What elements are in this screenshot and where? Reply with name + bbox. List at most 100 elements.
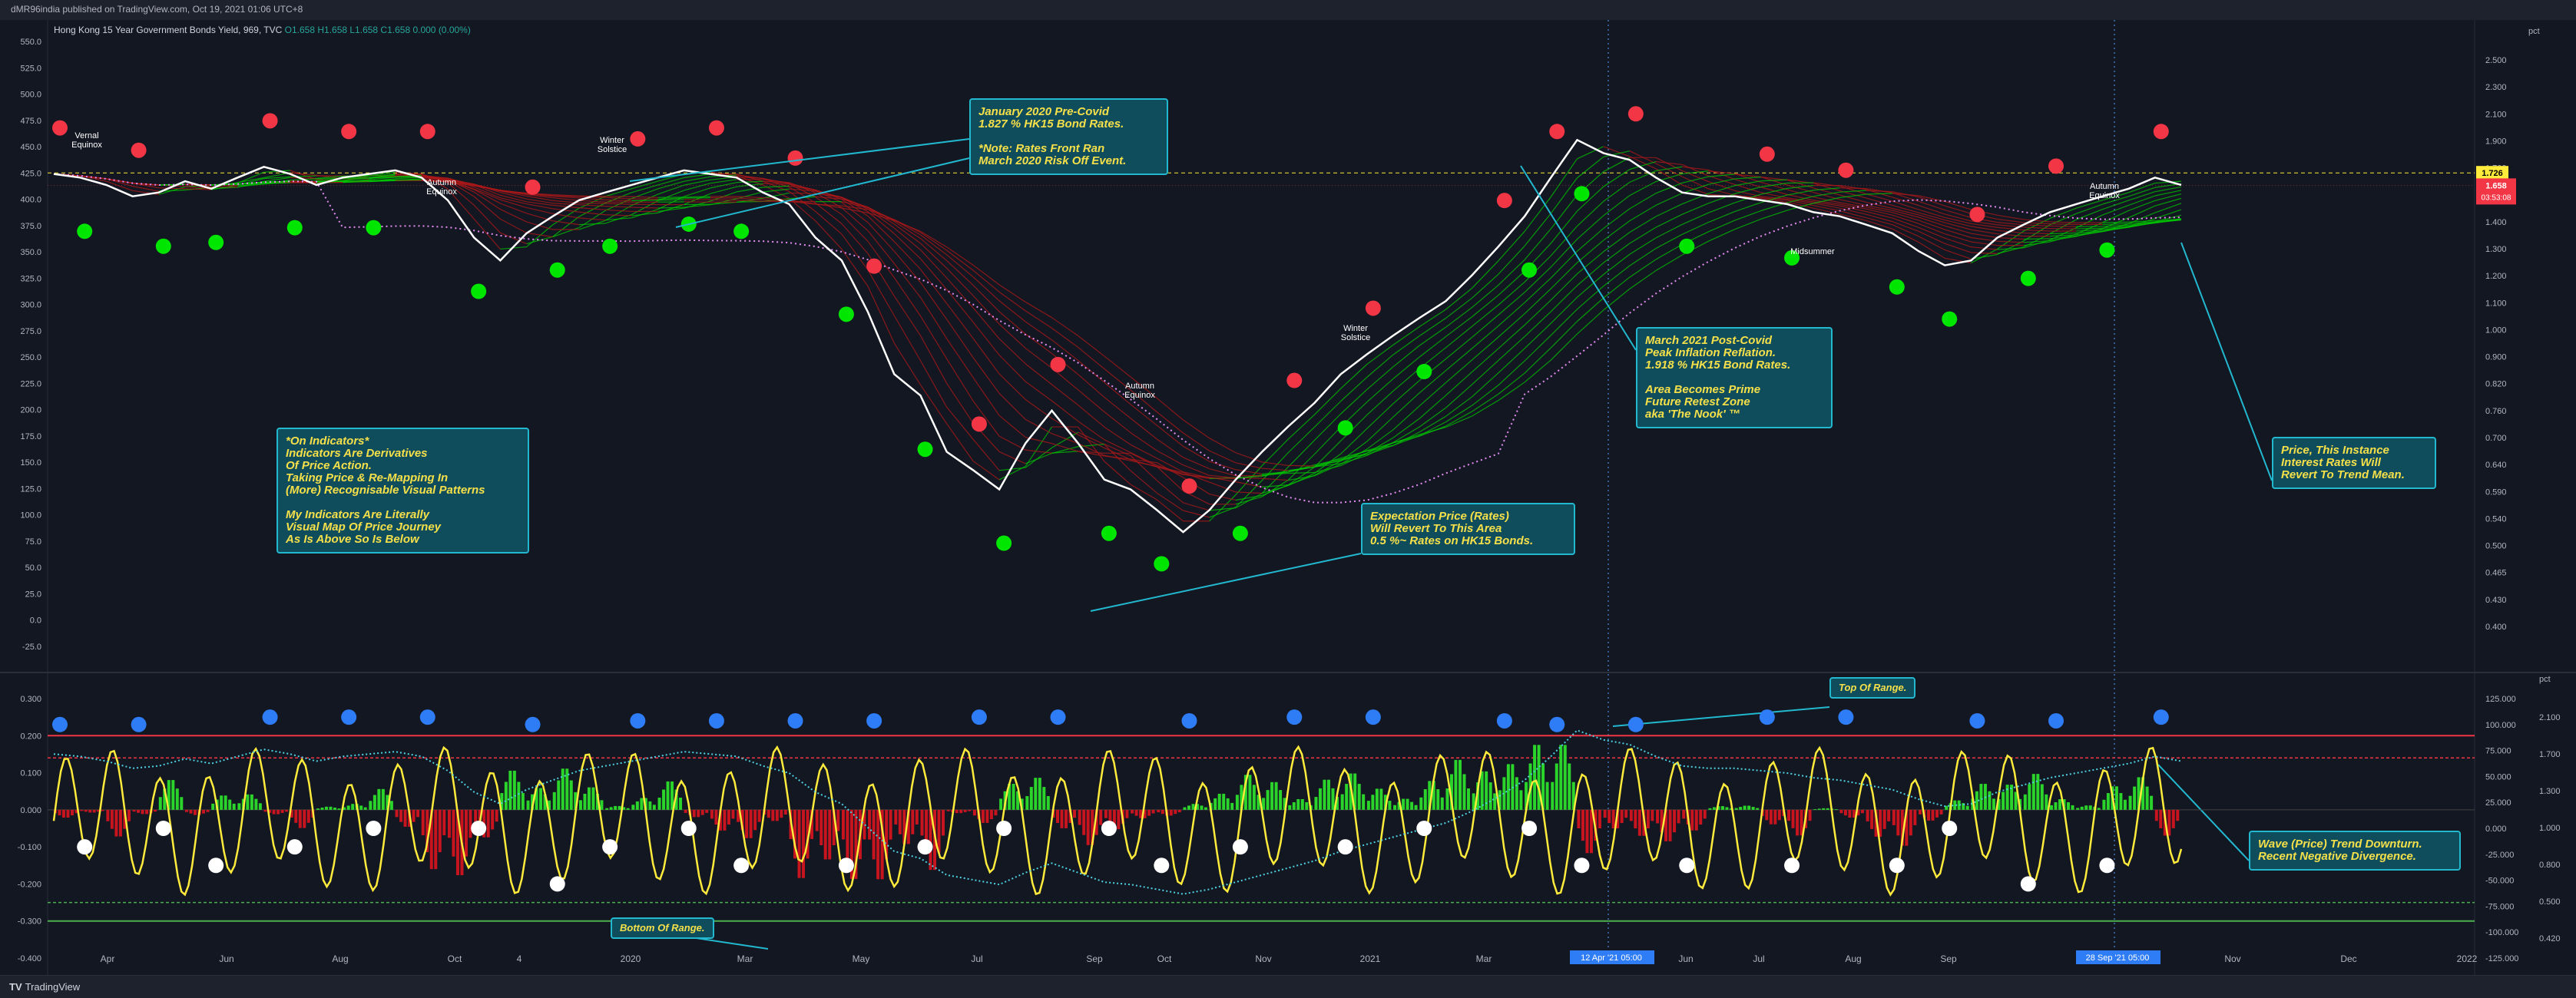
histogram-bar [1253, 785, 1256, 809]
histogram-bar [539, 788, 542, 810]
histogram-bar [697, 810, 700, 817]
x-tick-label: Nov [2224, 953, 2240, 964]
white-signal-dot [1416, 821, 1432, 836]
histogram-bar [1170, 810, 1173, 816]
histogram-bar [84, 810, 88, 812]
white-signal-dot [1889, 858, 1905, 873]
x-crosshair-label: 12 Apr '21 05:00 [1581, 953, 1642, 963]
histogram-bar [154, 810, 157, 811]
right-tick-label: 0.400 [2485, 623, 2507, 632]
annotation-top-range[interactable]: Top Of Range. [1829, 677, 1915, 699]
season-label-midsummer: Midsummer [1790, 247, 1835, 256]
white-signal-dot [2099, 858, 2114, 873]
right-tick-label: 0.540 [2485, 514, 2507, 524]
histogram-bar [959, 810, 962, 813]
green-signal-dot [1101, 526, 1117, 541]
right-tick-label: 1.400 [2485, 218, 2507, 227]
histogram-bar [273, 810, 276, 815]
histogram-bar [1555, 764, 1558, 810]
histogram-bar [894, 810, 897, 825]
annotation-bottom-range[interactable]: Bottom Of Range. [611, 917, 714, 939]
white-signal-dot [550, 876, 565, 891]
histogram-bar [1630, 810, 1633, 821]
season-label-winter1: Winter [600, 136, 624, 145]
blue-signal-dot [263, 709, 278, 725]
blue-signal-dot [2154, 709, 2169, 725]
histogram-bar [627, 808, 630, 810]
osc-right-tick: 100.000 [2485, 721, 2516, 730]
histogram-bar [62, 810, 65, 818]
histogram-bar [259, 803, 262, 810]
green-signal-dot [1574, 186, 1589, 201]
blue-signal-dot [788, 713, 803, 729]
annotation-indicators[interactable]: *On Indicators* Indicators Are Derivativ… [276, 428, 529, 554]
histogram-bar [202, 810, 205, 814]
osc-left-tick: -0.100 [18, 843, 41, 852]
histogram-bar [145, 810, 148, 815]
blue-signal-dot [630, 713, 645, 729]
white-signal-dot [1574, 858, 1589, 873]
annotation-expectation[interactable]: Expectation Price (Rates) Will Revert To… [1361, 503, 1575, 555]
annotation-revert[interactable]: Price, This Instance Interest Rates Will… [2272, 437, 2436, 489]
histogram-bar [973, 810, 976, 815]
histogram-bar [1809, 810, 1812, 821]
histogram-bar [495, 810, 498, 821]
histogram-bar [1656, 810, 1659, 824]
histogram-bar [610, 807, 613, 810]
histogram-bar [246, 795, 249, 810]
histogram-bar [491, 810, 494, 830]
histogram-bar [561, 768, 565, 810]
histogram-bar [710, 810, 714, 819]
right-tick-label: 2.500 [2485, 56, 2507, 65]
histogram-bar [307, 810, 310, 823]
histogram-bar [377, 789, 380, 810]
histogram-bar [1770, 810, 1773, 825]
histogram-bar [631, 805, 634, 810]
left-tick-label: -25.0 [22, 643, 41, 652]
histogram-bar [2006, 785, 2009, 810]
histogram-bar [80, 810, 83, 811]
histogram-bar [369, 801, 372, 810]
blue-signal-dot [1549, 717, 1564, 732]
histogram-bar [2159, 810, 2162, 828]
osc-right-tick: 50.000 [2485, 772, 2511, 782]
white-signal-dot [733, 858, 749, 873]
histogram-bar [667, 782, 670, 810]
histogram-bar [487, 810, 490, 838]
histogram-bar [1568, 764, 1571, 810]
osc-left-tick: 0.100 [20, 769, 41, 778]
annotation-wave[interactable]: Wave (Price) Trend Downturn. Recent Nega… [2249, 831, 2461, 871]
left-tick-label: 150.0 [20, 458, 41, 468]
red-signal-dot [131, 143, 147, 158]
level-badge-text: 1.726 [2482, 169, 2503, 178]
histogram-bar [2076, 808, 2079, 809]
red-signal-dot [1838, 163, 1853, 178]
osc-right-tick: -25.000 [2485, 851, 2514, 860]
histogram-bar [333, 808, 336, 810]
left-tick-label: 500.0 [20, 91, 41, 100]
histogram-bar [67, 810, 70, 818]
histogram-bar [2098, 808, 2101, 809]
histogram-bar [111, 810, 114, 829]
histogram-bar [359, 805, 363, 809]
histogram-bar [1078, 810, 1081, 825]
right-tick-label: 0.590 [2485, 487, 2507, 497]
histogram-bar [233, 804, 236, 810]
histogram-bar [614, 806, 617, 810]
histogram-bar [1624, 810, 1627, 818]
left-tick-label: 550.0 [20, 38, 41, 47]
osc-right-tick2: 0.420 [2539, 934, 2561, 943]
left-tick-label: 375.0 [20, 222, 41, 231]
histogram-bar [1012, 784, 1015, 810]
osc-right-tick2: 1.000 [2539, 824, 2561, 833]
season-label-winter2: Winter [1343, 324, 1368, 333]
histogram-bar [404, 810, 407, 827]
osc-right-tick: -50.000 [2485, 877, 2514, 886]
histogram-bar [2041, 784, 2044, 809]
blue-signal-dot [131, 717, 147, 732]
annotation-march2021[interactable]: March 2021 Post-Covid Peak Inflation Ref… [1636, 327, 1833, 428]
annotation-jan2020[interactable]: January 2020 Pre-Covid 1.827 % HK15 Bond… [969, 98, 1168, 175]
histogram-bar [1393, 805, 1396, 810]
histogram-bar [1025, 796, 1028, 810]
